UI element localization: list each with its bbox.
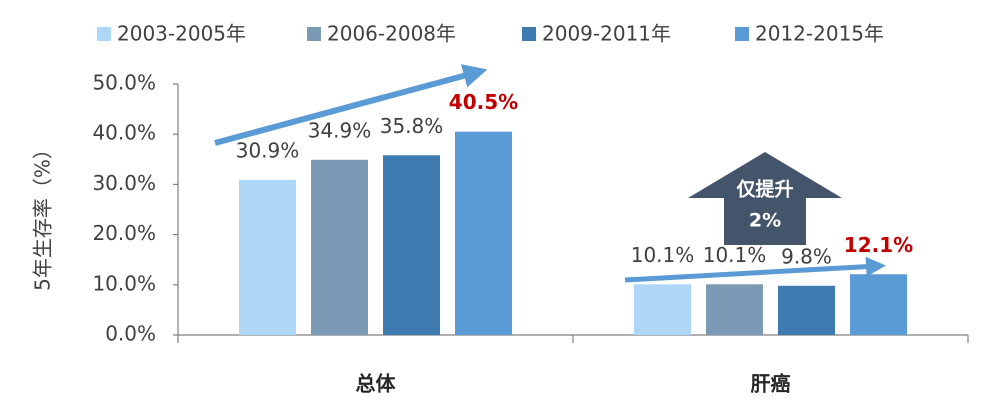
y-tick-label: 50.0%	[92, 71, 156, 95]
value-label: 10.1%	[631, 243, 695, 267]
bar	[778, 285, 835, 335]
x-tick-label: 肝癌	[751, 372, 791, 396]
bar	[850, 274, 907, 335]
y-tick-label: 30.0%	[92, 171, 156, 195]
legend-label: 2009-2011年	[542, 22, 671, 46]
legend-label: 2006-2008年	[327, 22, 456, 46]
legend-label: 2003-2005年	[117, 22, 246, 46]
bar	[239, 179, 296, 335]
value-label: 35.8%	[380, 114, 444, 138]
bar	[634, 284, 691, 335]
value-label: 10.1%	[703, 243, 767, 267]
value-label: 40.5%	[449, 90, 518, 114]
x-tick-label: 总体	[356, 372, 397, 396]
legend-label: 2012-2015年	[755, 22, 884, 46]
callout-arrow	[688, 152, 842, 245]
value-label: 30.9%	[236, 138, 300, 162]
legend-swatch	[97, 27, 111, 41]
bar	[311, 159, 368, 335]
trend-arrow	[624, 256, 886, 283]
annotation: 仅提升	[735, 178, 793, 201]
bar	[455, 131, 512, 335]
trend-arrow	[214, 64, 488, 146]
y-tick-label: 40.0%	[92, 121, 156, 145]
bar	[383, 155, 440, 335]
value-label: 12.1%	[844, 233, 913, 257]
y-tick-label: 20.0%	[92, 221, 156, 245]
legend-swatch	[307, 27, 321, 41]
legend-swatch	[735, 27, 749, 41]
bar	[706, 284, 763, 335]
value-label: 34.9%	[308, 118, 372, 142]
y-tick-label: 0.0%	[105, 322, 156, 346]
y-tick-label: 10.0%	[92, 271, 156, 295]
legend-swatch	[522, 27, 536, 41]
annotation: 2%	[749, 210, 781, 232]
y-axis-label: 5年生存率（%）	[31, 139, 55, 291]
value-label: 9.8%	[781, 244, 832, 268]
